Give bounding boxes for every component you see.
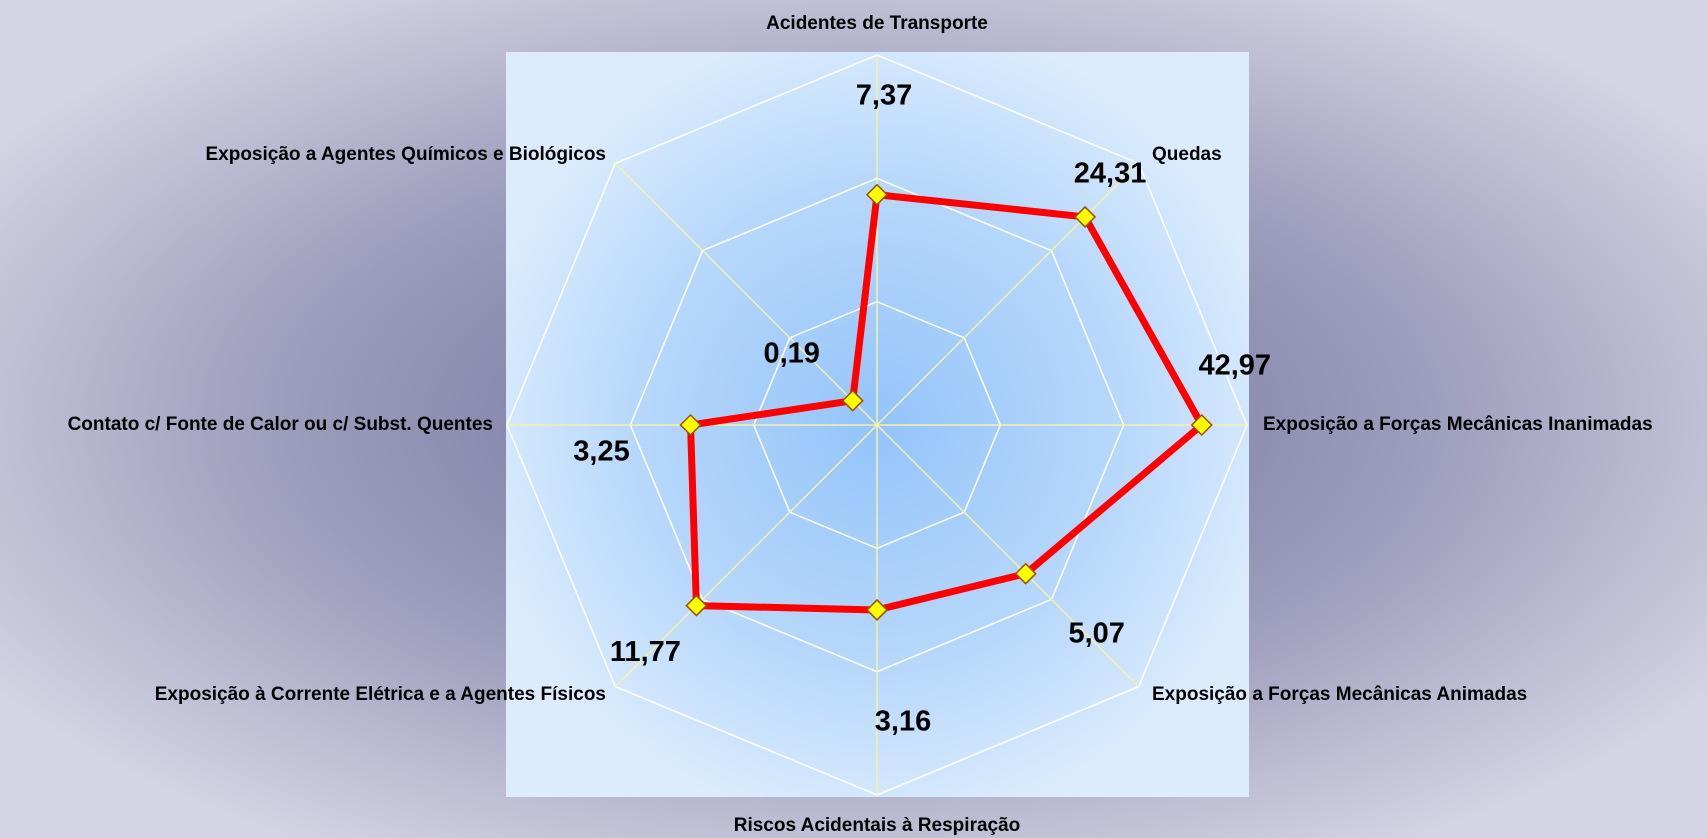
value-label: 3,16: [875, 706, 931, 738]
value-label: 11,77: [610, 636, 681, 668]
data-marker: [1074, 205, 1097, 228]
data-marker: [679, 413, 702, 437]
category-label: Exposição à Corrente Elétrica e a Agente…: [155, 684, 606, 705]
value-label: 7,37: [856, 79, 912, 111]
category-label: Riscos Acidentais à Respiração: [734, 815, 1021, 836]
data-marker: [1014, 562, 1037, 585]
data-marker: [841, 389, 864, 412]
value-label: 0,19: [763, 337, 819, 369]
axis-spoke: [876, 424, 1140, 688]
value-label: 3,25: [573, 436, 629, 468]
value-label: 24,31: [1074, 158, 1147, 190]
axis-spoke: [614, 162, 878, 426]
value-label: 5,07: [1068, 617, 1124, 649]
data-marker: [685, 594, 708, 617]
data-marker: [865, 598, 889, 622]
category-label: Contato c/ Fonte de Calor ou c/ Subst. Q…: [68, 414, 493, 435]
axis-spoke: [876, 162, 1140, 426]
data-marker: [865, 183, 889, 206]
data-marker: [1190, 413, 1213, 437]
category-label: Acidentes de Transporte: [766, 13, 988, 34]
axis-spoke: [614, 424, 878, 688]
category-label: Quedas: [1152, 144, 1222, 165]
category-label: Exposição a Forças Mecânicas Animadas: [1152, 684, 1527, 705]
category-label: Exposição a Forças Mecânicas Inanimadas: [1263, 414, 1653, 435]
category-label: Exposição a Agentes Químicos e Biológico…: [205, 144, 606, 165]
value-label: 42,97: [1198, 350, 1271, 382]
